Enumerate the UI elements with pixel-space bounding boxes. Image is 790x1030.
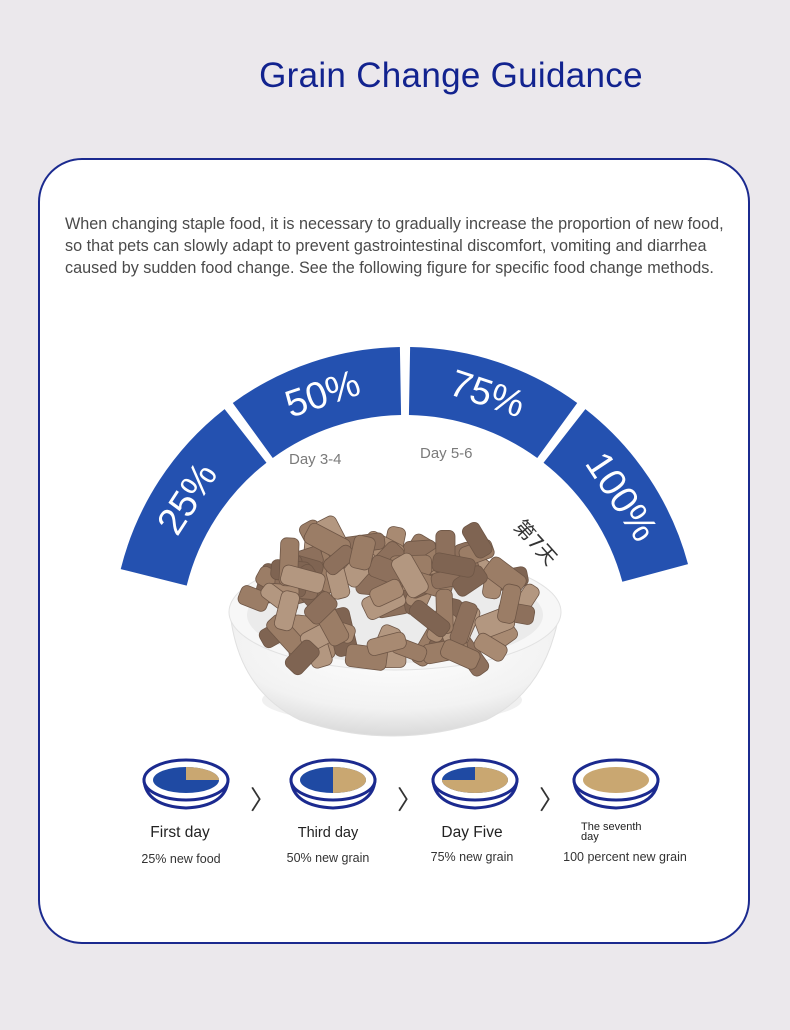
step-bowl-4-icon [572, 758, 660, 810]
step-3-sub: 75% new grain [430, 850, 514, 864]
step-4-sub: 100 percent new grain [563, 850, 687, 864]
food-pellet [369, 578, 404, 607]
gauge-segment-1 [120, 409, 267, 586]
gauge-segment-3 [408, 347, 578, 458]
food-pellet [440, 639, 481, 670]
step-bowl-1-icon [142, 758, 230, 810]
food-pellet [431, 552, 476, 578]
step-bowl-2-icon [289, 758, 377, 810]
chevron-3-icon: 〉 [539, 785, 566, 815]
food-pellet [461, 521, 493, 559]
step-1-title: First day [150, 824, 210, 841]
step-bowl-3-icon [431, 758, 519, 810]
food-pellet [391, 552, 429, 599]
step-4-title: The seventh day [581, 821, 642, 843]
step-3-title: Day Five [441, 824, 503, 841]
intro-text: When changing staple food, it is necessa… [65, 215, 724, 277]
page-title: Grain Change Guidance [259, 56, 643, 95]
food-pellet [349, 534, 376, 571]
step-4-title-line2: day [581, 831, 599, 843]
food-pellet [304, 591, 338, 625]
step-2-sub: 50% new grain [286, 851, 370, 865]
food-pellet [366, 631, 407, 657]
gauge-segment-2 [232, 347, 402, 458]
chevron-1-icon: 〉 [250, 785, 277, 815]
food-pellet [497, 583, 522, 624]
label-day-5-6: Day 5-6 [420, 445, 473, 462]
food-pellet [473, 632, 508, 662]
chevron-2-icon: 〉 [397, 785, 424, 815]
food-pellet [274, 590, 300, 632]
label-day-3-4: Day 3-4 [289, 451, 342, 468]
food-pellet [284, 639, 320, 676]
step-1-sub: 25% new food [141, 852, 221, 866]
step-4-title-line1: The seventh [581, 821, 642, 833]
food-pellet [280, 564, 326, 594]
step-2-title: Third day [297, 825, 359, 841]
food-pellet [408, 600, 451, 638]
gauge-segment-4 [543, 409, 689, 582]
